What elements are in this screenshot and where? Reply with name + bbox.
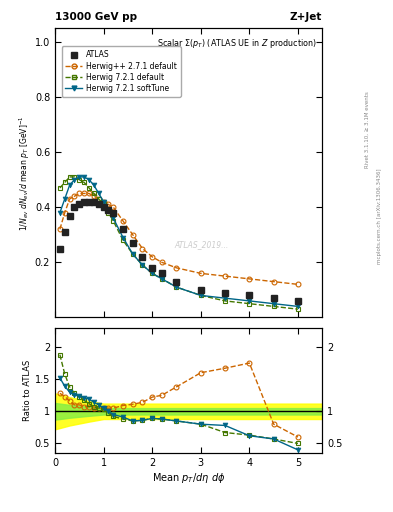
Text: Scalar $\Sigma(p_T)$ (ATLAS UE in $Z$ production): Scalar $\Sigma(p_T)$ (ATLAS UE in $Z$ pr… (157, 37, 317, 50)
Text: Z+Jet: Z+Jet (290, 12, 322, 23)
Text: Rivet 3.1.10, ≥ 3.1M events: Rivet 3.1.10, ≥ 3.1M events (365, 91, 370, 168)
Y-axis label: $1/N_{ev}\ dN_{ev}/d\ \mathrm{mean}\ p_T\ [\mathrm{GeV}]^{-1}$: $1/N_{ev}\ dN_{ev}/d\ \mathrm{mean}\ p_T… (18, 115, 32, 230)
Y-axis label: Ratio to ATLAS: Ratio to ATLAS (23, 360, 32, 421)
X-axis label: Mean $p_T/d\eta\ d\phi$: Mean $p_T/d\eta\ d\phi$ (152, 471, 225, 485)
Text: mcplots.cern.ch [arXiv:1306.3436]: mcplots.cern.ch [arXiv:1306.3436] (377, 168, 382, 264)
Legend: ATLAS, Herwig++ 2.7.1 default, Herwig 7.2.1 default, Herwig 7.2.1 softTune: ATLAS, Herwig++ 2.7.1 default, Herwig 7.… (62, 47, 181, 97)
Text: 13000 GeV pp: 13000 GeV pp (55, 12, 137, 23)
Text: ATLAS_2019...: ATLAS_2019... (175, 241, 229, 250)
